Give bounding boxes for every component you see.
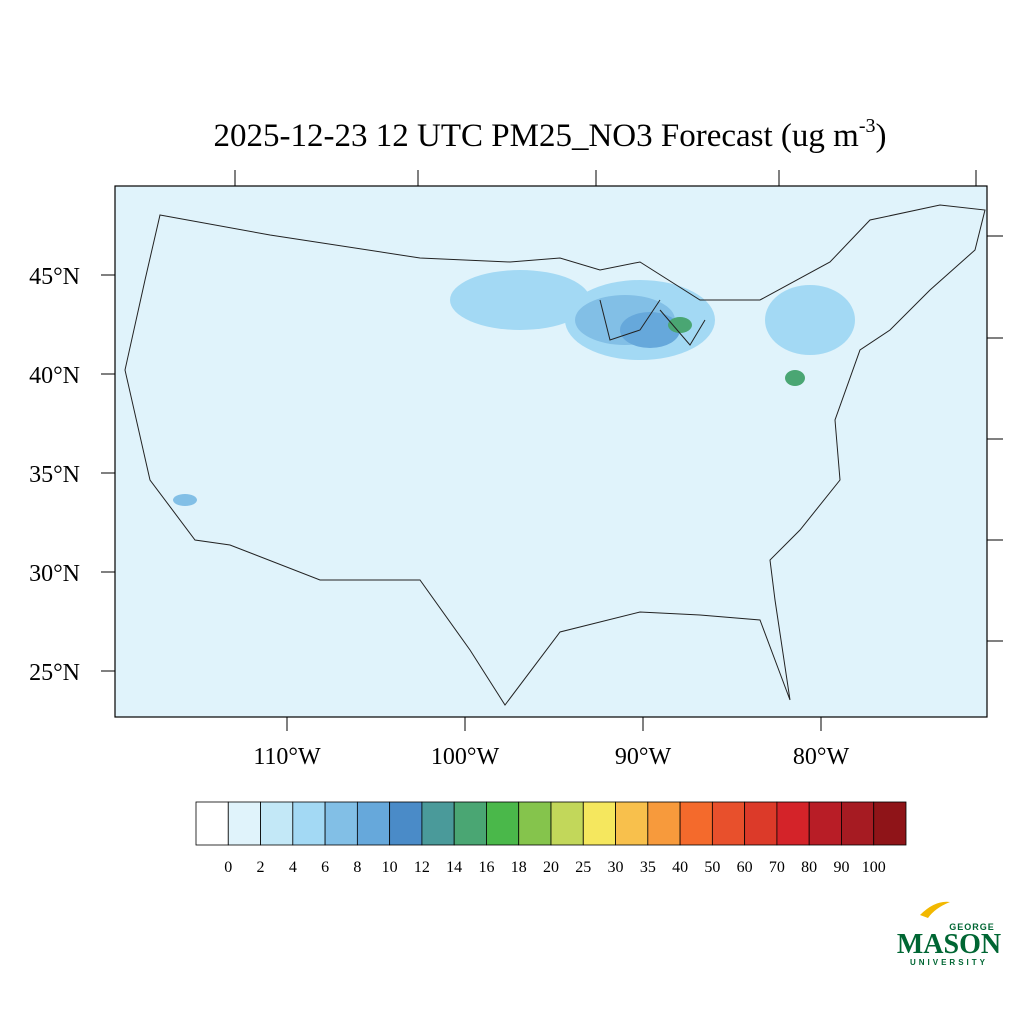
colorbar-label: 90 — [833, 859, 849, 876]
plume — [668, 317, 692, 333]
map-background — [115, 186, 987, 717]
lon-label: 100°W — [431, 744, 500, 770]
colorbar-label: 35 — [640, 859, 656, 876]
colorbar-box — [260, 801, 294, 846]
plume — [765, 285, 855, 355]
plume — [450, 270, 590, 330]
colorbar-box — [711, 801, 746, 846]
colorbar-label: 100 — [862, 859, 886, 876]
colorbar-label: 18 — [511, 859, 527, 876]
map — [114, 185, 988, 718]
map-frame — [114, 185, 988, 718]
logo-top: GEORGE — [949, 922, 995, 932]
colorbar-box — [550, 801, 584, 846]
colorbar-label: 10 — [382, 859, 398, 876]
colorbar-label: 25 — [575, 859, 591, 876]
colorbar-box — [679, 801, 713, 846]
plume — [173, 494, 197, 506]
colorbar-label: 30 — [608, 859, 624, 876]
colorbar-label: 12 — [414, 859, 430, 876]
colorbar-box — [615, 801, 649, 846]
colorbar-box — [227, 801, 261, 846]
colorbar-label: 60 — [737, 859, 753, 876]
colorbar-label: 70 — [769, 859, 785, 876]
plume — [785, 370, 805, 386]
colorbar-label: 40 — [672, 859, 688, 876]
colorbar: 0 2 4 6 8 10 12 14 16 18 20 25 30 35 40 50 60 70 80 90 100 — [195, 801, 907, 876]
title-superscript: -3 — [859, 115, 876, 137]
colorbar-box — [841, 801, 875, 846]
colorbar-box — [195, 801, 229, 846]
colorbar-label: 50 — [704, 859, 720, 876]
ticks: 45°N 40°N 35°N 30°N 25°N 110°W 100°W 90°W 80°W — [29, 170, 1003, 770]
lat-label: 30°N — [29, 561, 80, 587]
lon-label: 110°W — [253, 744, 321, 770]
lat-label: 25°N — [29, 660, 80, 686]
colorbar-box — [486, 801, 520, 846]
logo-bottom: UNIVERSITY — [910, 958, 988, 967]
colorbar-label: 2 — [257, 859, 265, 876]
colorbar-label: 8 — [353, 859, 361, 876]
colorbar-box — [776, 801, 810, 846]
colorbar-label: 80 — [801, 859, 817, 876]
colorbar-box — [873, 801, 907, 846]
lon-label: 80°W — [793, 744, 850, 770]
country-outline — [124, 204, 986, 706]
lon-label: 90°W — [615, 744, 672, 770]
colorbar-label: 16 — [478, 859, 494, 876]
colorbar-label: 4 — [289, 859, 297, 876]
lat-label: 40°N — [29, 363, 80, 389]
lat-label: 45°N — [29, 264, 80, 290]
colorbar-label: 14 — [446, 859, 462, 876]
colorbar-box — [647, 801, 681, 846]
colorbar-box — [356, 801, 391, 846]
colorbar-label: 6 — [321, 859, 329, 876]
colorbar-box — [421, 801, 455, 846]
colorbar-box — [389, 801, 423, 846]
colorbar-label: 20 — [543, 859, 559, 876]
lat-label: 35°N — [29, 462, 80, 488]
title-main: 2025-12-23 12 UTC PM25_NO3 Forecast (ug … — [214, 118, 860, 154]
colorbar-box — [518, 801, 552, 846]
colorbar-label: 0 — [224, 859, 232, 876]
title: 2025-12-23 12 UTC PM25_NO3 Forecast (ug … — [214, 115, 887, 154]
colorbar-box — [808, 801, 842, 846]
colorbar-box — [453, 801, 487, 846]
colorbar-box — [324, 801, 358, 846]
logo-swoosh — [920, 901, 950, 918]
plume — [620, 312, 680, 348]
great-lakes — [599, 299, 706, 346]
colorbar-box — [582, 801, 616, 846]
colorbar-box — [292, 801, 326, 846]
logo: GEORGE MASON UNIVERSITY — [897, 901, 1001, 967]
logo-middle: MASON — [897, 929, 1001, 960]
title-close: ) — [875, 118, 886, 154]
colorbar-box — [744, 801, 778, 846]
